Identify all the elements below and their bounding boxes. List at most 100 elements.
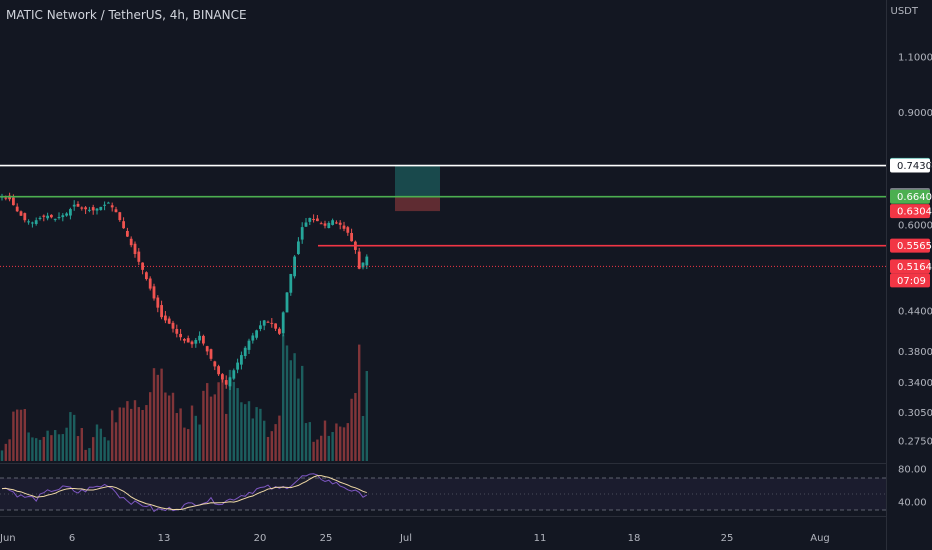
volume-bar [130,408,133,461]
position-stop-zone [395,196,440,212]
price-tick-label: 0.3800 [898,347,932,358]
candle-body [297,241,300,255]
volume-bar [187,429,190,461]
price-tick-label: 0.6000 [898,220,932,231]
volume-bar [61,434,64,461]
volume-bar [213,394,216,461]
volume-bar [361,416,365,461]
volume-bar [304,423,308,461]
candle-body [88,209,91,211]
candle-body [274,323,277,329]
candle-body [114,209,118,213]
candle-body [319,223,323,225]
candle-body [76,203,80,207]
volume-bar [221,373,224,461]
candle-body [80,207,84,209]
volume-bar [27,432,30,461]
candle-body [342,225,346,229]
volume-bar [12,411,15,461]
volume-bar [23,409,26,461]
line-price-label-bg [890,158,930,173]
volume-bar [126,401,129,461]
candle-body [27,221,30,223]
volume-bar [141,410,144,461]
volume-bar [92,437,95,461]
candle-body [179,333,182,338]
candle-body [69,209,72,216]
candle-body [236,362,239,370]
candles [0,192,369,390]
candle-body [167,318,171,324]
candle-body [194,339,198,344]
candle-body [221,374,224,380]
price-tick-label: 0.3400 [898,378,932,389]
candle-body [243,347,247,357]
time-tick-label: 25 [721,533,734,544]
volume-bar [175,413,178,461]
volume-bar [251,418,254,461]
volume-bars [0,334,368,461]
candle-body [357,251,361,269]
line-price-label-bg [890,259,930,274]
price-tick-label: 0.2750 [898,437,932,448]
volume-bar [4,443,7,461]
candle-body [300,227,304,240]
candle-body [331,220,334,225]
candle-body [164,315,167,321]
candle-body [133,243,137,255]
volume-bar [323,420,327,461]
candle-body [91,207,95,211]
time-tick-label: 18 [628,533,641,544]
candle-body [335,222,338,224]
candle-body [270,322,274,324]
candle-body [152,286,156,299]
candle-body [126,230,129,237]
volume-bar [69,412,72,461]
volume-bar [202,390,205,461]
candle-body [259,325,262,329]
candle-body [365,256,369,266]
candle-body [308,217,312,222]
volume-bar [84,449,87,461]
volume-bar [301,365,304,461]
candle-body [53,218,57,220]
candle-body [281,312,285,334]
volume-bar [255,407,258,461]
candle-body [160,305,163,318]
volume-bar [198,424,201,461]
volume-bar [190,405,194,461]
candle-body [312,219,315,221]
candle-body [255,330,258,338]
rsi-tick-label: 40.00 [898,498,927,509]
candle-body [23,213,27,221]
line-price-label: 0.5565 [897,241,932,252]
candle-body [31,222,34,224]
volume-bar [137,407,140,461]
candle-body [148,278,152,289]
candle-body [183,339,186,341]
candle-body [198,335,201,341]
price-tick-label: 0.4400 [898,306,932,317]
rsi-band [0,478,886,510]
volume-bar [266,436,270,461]
countdown-bg [890,273,930,288]
volume-bar [194,415,197,461]
volume-bar [282,334,285,461]
volume-bar [0,450,4,461]
candle-body [72,204,76,207]
price-tick-label: 0.3050 [898,408,932,419]
candle-body [50,214,53,218]
volume-bar [114,422,118,461]
candle-body [209,349,213,359]
volume-bar [312,441,315,461]
candle-body [129,238,133,246]
line-price-label-bg [890,189,930,204]
candle-body [289,273,293,293]
time-tick-label: 25 [320,533,333,544]
candle-body [346,227,350,233]
volume-bar [316,439,319,461]
candle-body [350,232,353,242]
candle-body [202,335,205,344]
volume-bar [278,415,281,461]
